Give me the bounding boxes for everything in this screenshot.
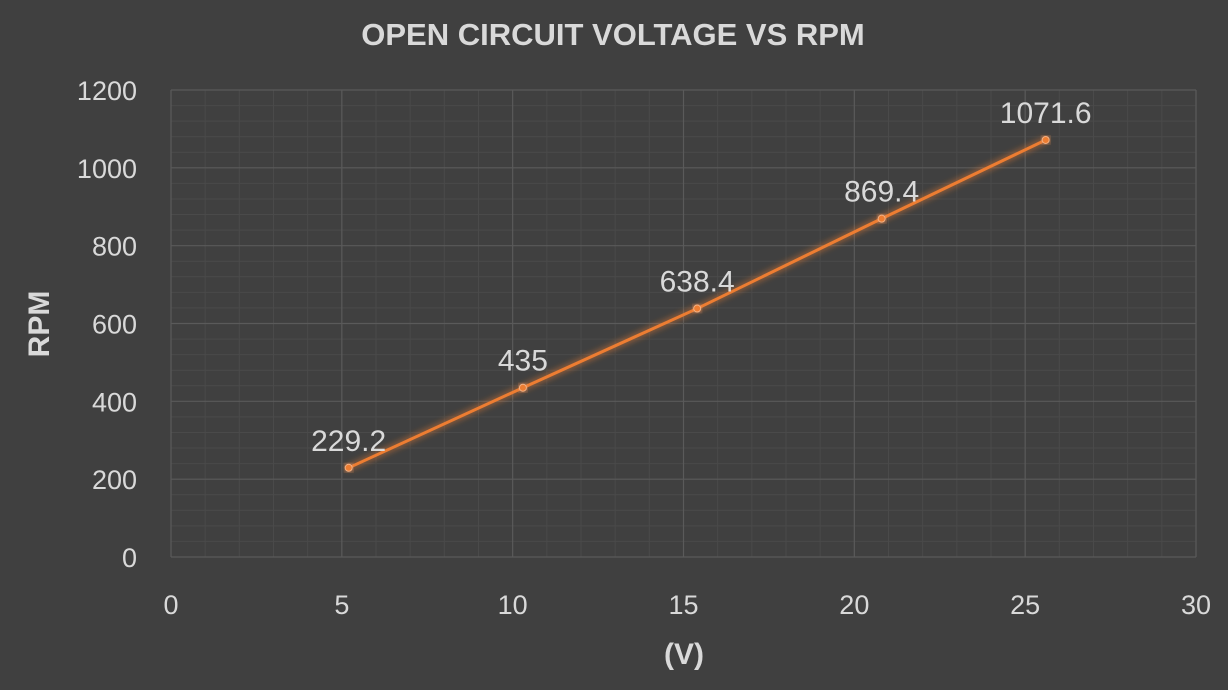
x-tick-label: 30: [1181, 590, 1211, 620]
x-tick-label: 20: [839, 590, 869, 620]
y-tick-label: 1000: [77, 154, 137, 184]
tick-labels: 0 5 10 15 20 25 30 0 200 400 600 800 1000 1200: [77, 76, 1211, 620]
x-tick-label: 25: [1010, 590, 1040, 620]
y-axis-title: RPM: [23, 291, 56, 358]
data-label: 1071.6: [1000, 97, 1092, 130]
y-tick-label: 400: [92, 387, 137, 417]
data-point: [344, 463, 353, 472]
data-point: [877, 214, 886, 223]
data-label: 435: [498, 345, 548, 378]
y-tick-label: 600: [92, 310, 137, 340]
x-axis-title: (V): [664, 638, 704, 671]
chart-title: OPEN CIRCUIT VOLTAGE VS RPM: [361, 17, 865, 52]
x-tick-label: 0: [163, 590, 178, 620]
data-label: 229.2: [311, 425, 386, 458]
series-layer: [344, 135, 1050, 472]
x-tick-label: 15: [668, 590, 698, 620]
data-labels: 229.2 435 638.4 869.4 1071.6: [311, 97, 1091, 458]
data-label: 869.4: [844, 176, 919, 209]
y-tick-label: 200: [92, 465, 137, 495]
y-tick-label: 800: [92, 232, 137, 262]
x-tick-label: 5: [334, 590, 349, 620]
series-line: [347, 138, 1048, 470]
y-tick-label: 1200: [77, 76, 137, 106]
data-point: [693, 304, 702, 313]
data-label: 638.4: [660, 266, 735, 299]
x-tick-label: 10: [498, 590, 528, 620]
y-tick-label: 0: [122, 543, 137, 573]
data-point: [518, 383, 527, 392]
major-grid: [170, 89, 1197, 558]
data-point: [1041, 135, 1050, 144]
